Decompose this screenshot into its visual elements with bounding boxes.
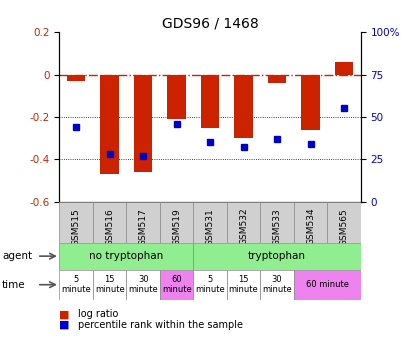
Bar [193, 243, 360, 270]
Text: time: time [2, 280, 26, 290]
Text: 30
minute: 30 minute [262, 275, 291, 295]
Bar [160, 270, 193, 300]
Bar [293, 202, 326, 243]
Bar [59, 243, 193, 270]
Text: 30
minute: 30 minute [128, 275, 157, 295]
Bar [193, 270, 226, 300]
Bar [100, 75, 119, 174]
Bar [134, 75, 152, 172]
Text: tryptophan: tryptophan [247, 251, 306, 261]
Bar [301, 75, 319, 130]
Bar [67, 75, 85, 81]
Text: 60 minute: 60 minute [305, 280, 348, 289]
Bar [293, 270, 360, 300]
Bar [167, 75, 185, 119]
Bar [267, 75, 285, 83]
Title: GDS96 / 1468: GDS96 / 1468 [162, 17, 258, 31]
Bar [260, 202, 293, 243]
Bar [126, 270, 160, 300]
Text: GSM517: GSM517 [138, 208, 147, 246]
Bar [234, 75, 252, 138]
Bar [59, 270, 93, 300]
Text: GSM519: GSM519 [172, 208, 181, 246]
Bar [334, 62, 353, 75]
Bar [200, 75, 219, 127]
Text: GSM532: GSM532 [238, 208, 247, 246]
Bar [260, 270, 293, 300]
Bar [193, 202, 226, 243]
Text: 5
minute: 5 minute [195, 275, 225, 295]
Text: ■: ■ [59, 320, 70, 330]
Text: GSM533: GSM533 [272, 208, 281, 246]
Text: no tryptophan: no tryptophan [89, 251, 163, 261]
Bar [226, 202, 260, 243]
Bar [126, 202, 160, 243]
Bar [93, 202, 126, 243]
Text: 15
minute: 15 minute [94, 275, 124, 295]
Bar [59, 202, 93, 243]
Bar [326, 202, 360, 243]
Text: GSM534: GSM534 [306, 208, 314, 246]
Text: percentile rank within the sample: percentile rank within the sample [78, 320, 242, 330]
Text: 5
minute: 5 minute [61, 275, 91, 295]
Text: 60
minute: 60 minute [162, 275, 191, 295]
Text: 15
minute: 15 minute [228, 275, 258, 295]
Bar [93, 270, 126, 300]
Bar [160, 202, 193, 243]
Text: GSM516: GSM516 [105, 208, 114, 246]
Bar [226, 270, 260, 300]
Text: GSM565: GSM565 [339, 208, 348, 246]
Text: log ratio: log ratio [78, 309, 118, 319]
Text: agent: agent [2, 251, 32, 261]
Text: ■: ■ [59, 309, 70, 319]
Text: GSM531: GSM531 [205, 208, 214, 246]
Text: GSM515: GSM515 [72, 208, 81, 246]
